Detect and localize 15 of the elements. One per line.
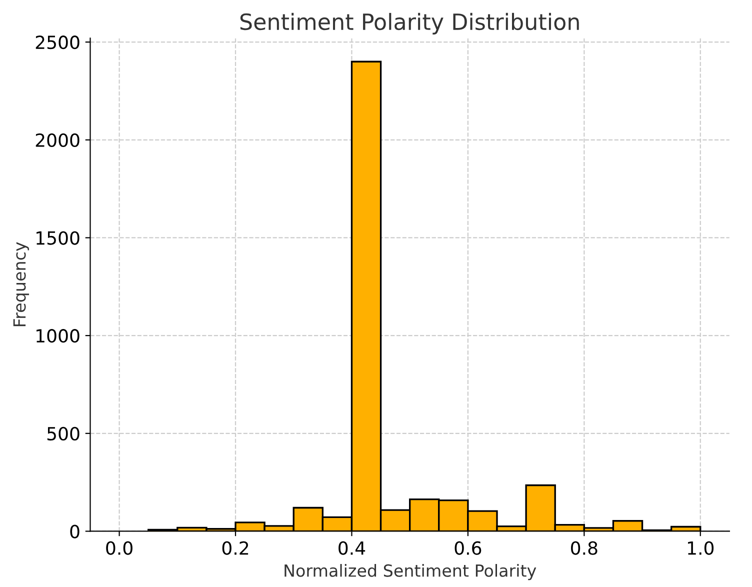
y-tick-label: 1500 <box>36 231 80 245</box>
y-tick-label: 500 <box>47 426 80 441</box>
x-tick-label: 0.4 <box>338 541 366 555</box>
y-tick-label: 2000 <box>36 133 80 148</box>
y-tick-label: 1000 <box>36 329 80 343</box>
x-tick-label: 0.0 <box>106 541 132 555</box>
y-tick-label: 2500 <box>36 36 80 50</box>
y-axis-title: Frequency <box>13 242 30 326</box>
x-tick-label: 0.8 <box>571 541 598 555</box>
x-axis-title: Normalized Sentiment Polarity <box>284 564 536 580</box>
y-tick-label: 0 <box>70 524 80 538</box>
x-tick-label: 1.0 <box>688 541 714 555</box>
x-tick-label: 0.2 <box>222 541 248 555</box>
x-tick-label: 0.6 <box>454 541 482 555</box>
chart-title: Sentiment Polarity Distribution <box>240 12 579 34</box>
